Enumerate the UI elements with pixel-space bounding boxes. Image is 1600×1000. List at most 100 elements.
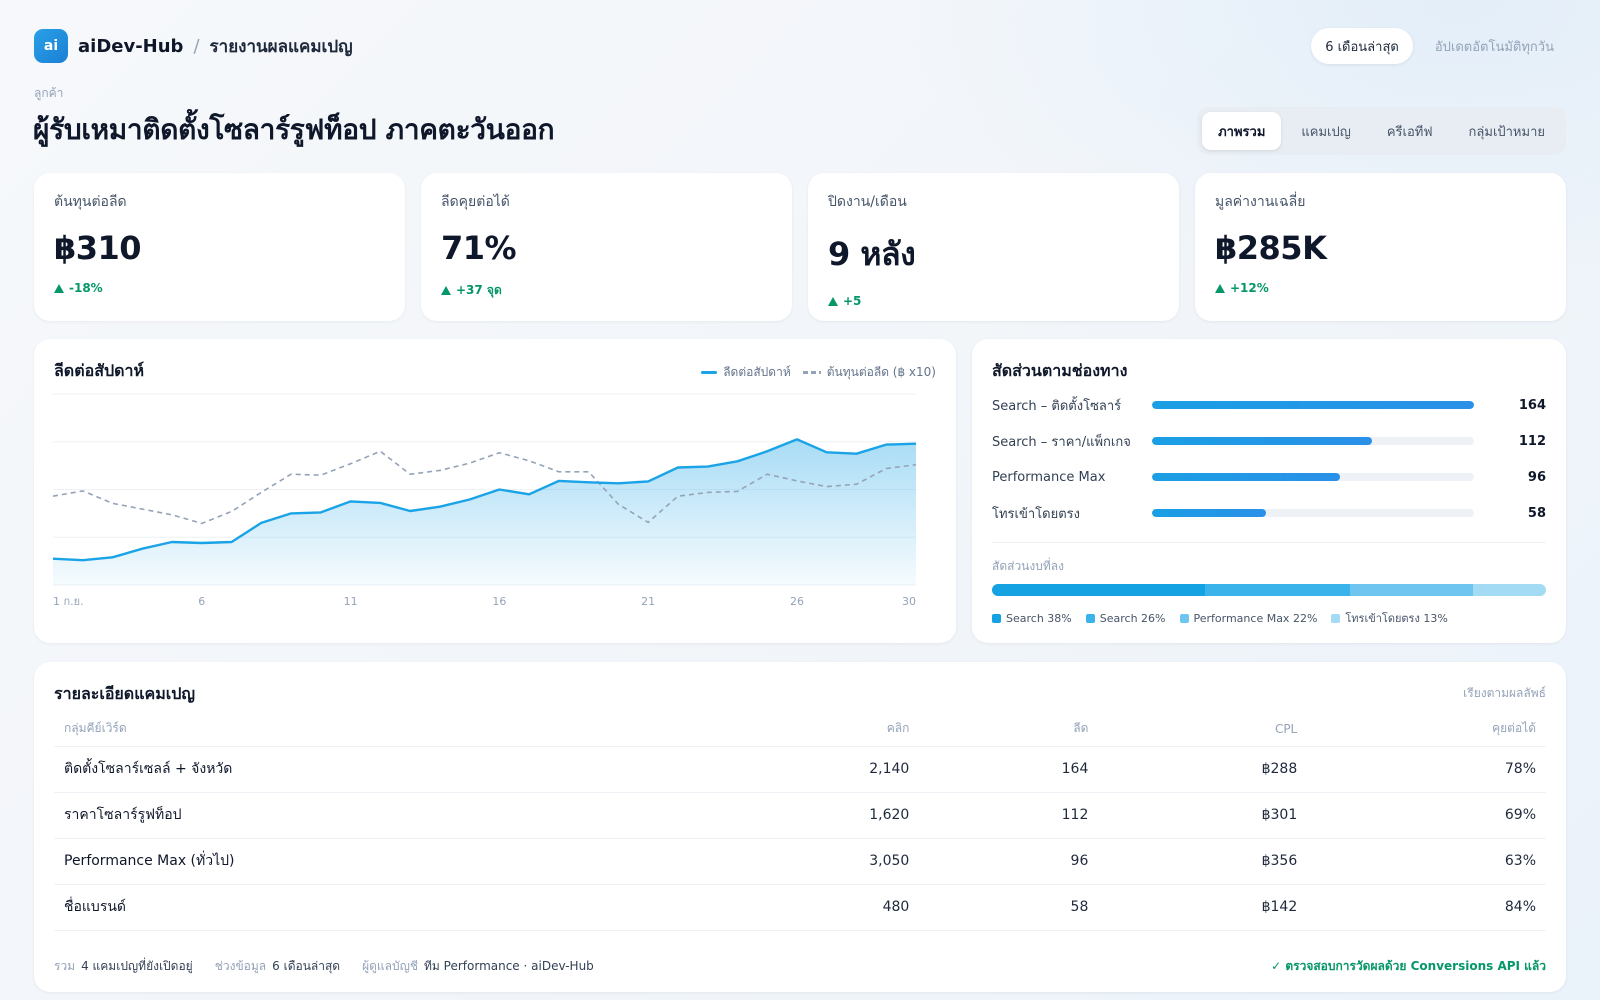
leads-chart-card: ลีดต่อสัปดาห์ ลีดต่อสัปดาห์ ต้นทุนต่อลีด…: [34, 339, 956, 643]
legend-dot: [1085, 613, 1095, 623]
footer-range-key: ช่วงข้อมูล: [214, 958, 267, 973]
table-title: รายละเอียดแคมเปญ: [54, 684, 196, 703]
channel-value: 112: [1518, 433, 1546, 449]
table-footer: รวม 4 แคมเปญที่ยังเปิดอยู่ ช่วงข้อมูล 6 …: [54, 956, 1546, 976]
kpi-delta-text: +37 จุด: [456, 283, 502, 297]
cell-keyword-group: ชื่อแบรนด์: [54, 884, 741, 931]
cell-cpl: ฿356: [1098, 838, 1308, 885]
footer-owner-key: ผู้ดูแลบัญชี: [362, 958, 419, 973]
share-legend-item: Performance Max 22%: [1179, 609, 1318, 627]
cell-keyword-group: Performance Max (ทั่วไป): [54, 838, 741, 885]
kpi-label: ต้นทุนต่อลีด: [54, 194, 127, 210]
breadcrumb-page: รายงานผลแคมเปญ: [209, 36, 353, 57]
kpi-delta: +12%: [1215, 281, 1546, 295]
cell-qualified: 63%: [1307, 838, 1546, 885]
table-row[interactable]: Performance Max (ทั่วไป) 3,050 96 ฿356 6…: [54, 838, 1546, 885]
channel-share-card: สัดส่วนตามช่องทาง Search – ติดตั้งโซลาร์…: [972, 339, 1566, 643]
share-legend-label: Search 26%: [1099, 611, 1166, 625]
tab-overview[interactable]: ภาพรวม: [1202, 112, 1282, 150]
x-tick-label: 6: [198, 595, 205, 608]
cell-clicks: 1,620: [740, 792, 920, 839]
divider: [992, 542, 1546, 543]
channel-bar-track: [1152, 509, 1474, 517]
cell-leads: 112: [919, 792, 1099, 839]
cell-cpl: ฿142: [1098, 884, 1308, 931]
col-header-qualified[interactable]: คุยต่อได้: [1307, 712, 1546, 747]
channel-name: Search – ติดตั้งโซลาร์: [992, 398, 1122, 414]
breadcrumb-separator: /: [193, 35, 200, 57]
table-row[interactable]: ชื่อแบรนด์ 480 58 ฿142 84%: [54, 884, 1546, 931]
kpi-delta: +37 จุด: [441, 281, 772, 300]
channel-bar-track: [1152, 401, 1474, 409]
channel-value: 58: [1527, 505, 1546, 521]
kpi-card-cost-per-lead: ต้นทุนต่อลีด ฿310 -18%: [34, 173, 405, 321]
budget-share-legend: Search 38% Search 26% Performance Max 22…: [992, 609, 1448, 627]
kpi-label: ลีดคุยต่อได้: [441, 194, 510, 210]
kpi-value: ฿285K: [1215, 229, 1327, 267]
chart-legend: ลีดต่อสัปดาห์ ต้นทุนต่อลีด (฿ x10): [701, 363, 936, 382]
cell-keyword-group: ติดตั้งโซลาร์เซลล์ + จังหวัด: [54, 746, 741, 793]
kpi-value: ฿310: [54, 229, 142, 267]
share-segment: [1350, 584, 1474, 596]
table-header-row: กลุ่มคีย์เวิร์ด คลิก ลีด CPL คุยต่อได้: [54, 712, 1546, 747]
channel-row: Performance Max 96: [992, 469, 1546, 485]
tab-creatives[interactable]: ครีเอทีฟ: [1386, 124, 1433, 140]
trend-up-icon: [441, 286, 451, 295]
campaign-table-card: รายละเอียดแคมเปญ เรียงตามผลลัพธ์ กลุ่มคี…: [34, 662, 1566, 992]
share-segment: [1473, 584, 1546, 596]
channel-bar-track: [1152, 437, 1474, 445]
app-logo[interactable]: ai: [34, 29, 68, 63]
channel-name: โทรเข้าโดยตรง: [992, 506, 1080, 522]
leads-series-line: [52, 438, 917, 562]
kpi-delta-text: +5: [843, 294, 862, 308]
tab-audiences[interactable]: กลุ่มเป้าหมาย: [1468, 124, 1545, 140]
kpi-label: มูลค่างานเฉลี่ย: [1215, 194, 1306, 210]
kpi-delta-text: +12%: [1230, 281, 1269, 295]
channel-bar-fill: [1152, 473, 1341, 481]
share-segment: [992, 584, 1205, 596]
channel-bar-fill: [1152, 437, 1372, 445]
cpl-series-line: [52, 450, 917, 525]
channel-value: 164: [1518, 397, 1546, 413]
cell-qualified: 84%: [1307, 884, 1546, 931]
channel-name: Search – ราคา/แพ็กเกจ: [992, 434, 1131, 450]
x-tick-label: 26: [790, 595, 804, 608]
x-tick-label: 21: [641, 595, 655, 608]
client-label: ลูกค้า: [34, 86, 64, 100]
cell-cpl: ฿301: [1098, 792, 1308, 839]
kpi-card-avg-job-value: มูลค่างานเฉลี่ย ฿285K +12%: [1195, 173, 1566, 321]
view-tabs: ภาพรวม แคมเปญ ครีเอทีฟ กลุ่มเป้าหมาย: [1197, 107, 1566, 155]
kpi-delta: +5: [828, 294, 1159, 308]
campaign-table: กลุ่มคีย์เวิร์ด คลิก ลีด CPL คุยต่อได้ ต…: [54, 712, 1546, 931]
channel-bar-track: [1152, 473, 1474, 481]
sort-toggle[interactable]: เรียงตามผลลัพธ์: [1463, 686, 1546, 700]
share-legend-label: Performance Max 22%: [1193, 611, 1318, 625]
col-header-cpl[interactable]: CPL: [1098, 712, 1308, 747]
legend-label-cpl: ต้นทุนต่อลีด (฿ x10): [826, 365, 936, 379]
leads-area: [53, 439, 916, 585]
tab-campaigns[interactable]: แคมเปญ: [1301, 124, 1351, 140]
channel-row: โทรเข้าโดยตรง 58: [992, 505, 1546, 522]
kpi-value: 9 หลัง: [828, 235, 916, 273]
legend-dot: [1179, 613, 1189, 623]
leads-chart-svg: 1 ก.ย. 6 11 16 21 26 30: [52, 393, 917, 608]
date-range-button[interactable]: 6 เดือนล่าสุด: [1311, 28, 1413, 64]
brand-name[interactable]: aiDev-Hub: [78, 35, 184, 57]
chart-title: ลีดต่อสัปดาห์: [54, 361, 145, 380]
kpi-label: ปิดงาน/เดือน: [828, 194, 907, 210]
legend-dot: [1331, 613, 1341, 623]
col-header-leads[interactable]: ลีด: [919, 712, 1099, 747]
cell-clicks: 480: [740, 884, 920, 931]
table-row[interactable]: ราคาโซลาร์รูฟท็อป 1,620 112 ฿301 69%: [54, 792, 1546, 839]
x-tick-label: 11: [344, 595, 358, 608]
share-legend-item: Search 26%: [1085, 609, 1166, 627]
col-header-clicks[interactable]: คลิก: [740, 712, 920, 747]
channel-row: Search – ราคา/แพ็กเกจ 112: [992, 433, 1546, 450]
table-row[interactable]: ติดตั้งโซลาร์เซลล์ + จังหวัด 2,140 164 ฿…: [54, 746, 1546, 793]
footer-owner-value: ทีม Performance · aiDev-Hub: [424, 958, 594, 973]
cell-clicks: 2,140: [740, 746, 920, 793]
col-header-keyword-group[interactable]: กลุ่มคีย์เวิร์ด: [54, 712, 741, 747]
share-segment: [1204, 584, 1351, 596]
cell-qualified: 69%: [1307, 792, 1546, 839]
cell-leads: 96: [919, 838, 1099, 885]
